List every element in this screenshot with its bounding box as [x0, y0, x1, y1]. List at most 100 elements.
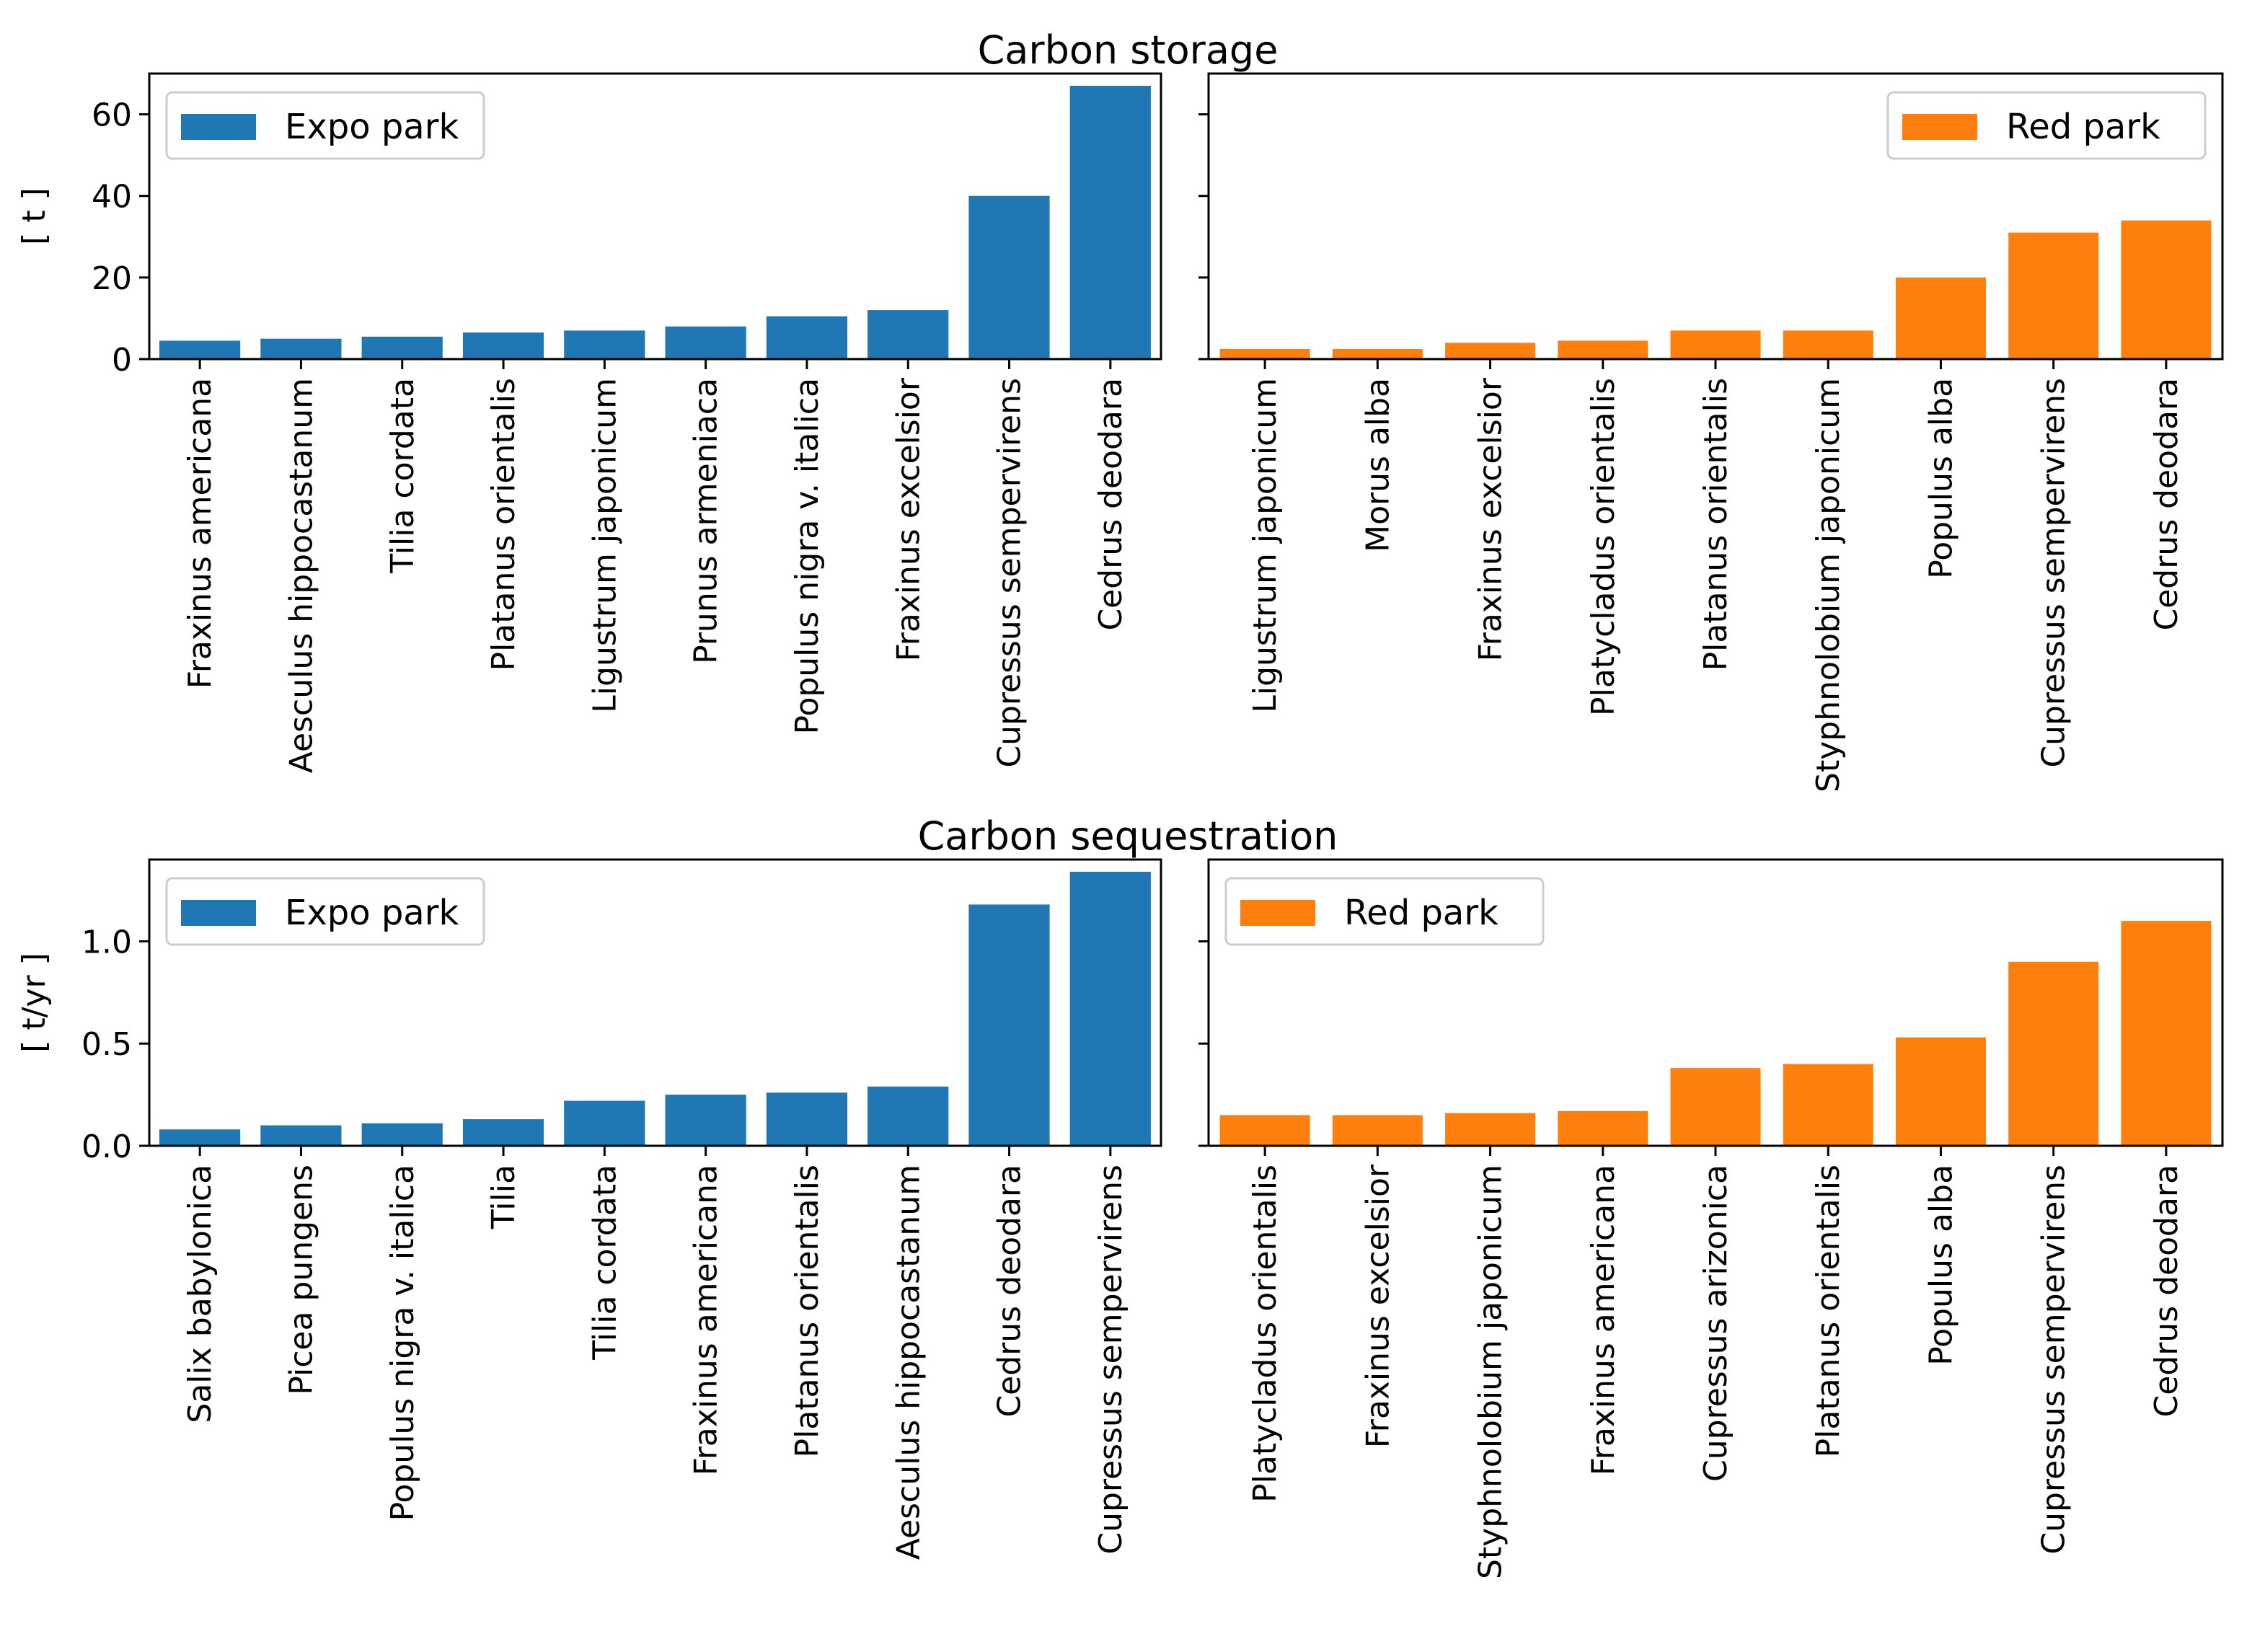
carbon-sequestration-title: Carbon sequestration [918, 813, 1338, 859]
bar-sequestration-expo-9 [968, 904, 1050, 1146]
bar-storage-expo-3 [361, 336, 443, 359]
xtick-label-storage-expo-4: Platanus orientalis [485, 378, 522, 671]
xtick-label-storage-expo-3: Tilia cordata [384, 378, 421, 574]
xtick-label-storage-expo-9: Cupressus sempervirens [992, 378, 1028, 768]
bar-storage-expo-1 [159, 340, 241, 359]
bar-sequestration-red-9 [2121, 921, 2212, 1146]
legend-box-sequestration-expo [165, 877, 485, 946]
xtick-label-storage-red-4: Platycladus orientalis [1585, 378, 1622, 716]
xtick-label-storage-red-3: Fraxinus excelsior [1473, 377, 1509, 661]
bar-storage-expo-4 [462, 332, 544, 359]
xtick-label-sequestration-expo-4: Tilia [485, 1165, 522, 1229]
legend-swatch-storage-expo [181, 114, 256, 140]
xtick-label-sequestration-expo-6: Fraxinus americana [688, 1165, 725, 1475]
bar-storage-expo-2 [260, 338, 342, 359]
ytick-label-storage-expo-3: 40 [92, 179, 132, 216]
ytick-label-sequestration-expo-3: 1.0 [81, 924, 132, 960]
bar-storage-expo-5 [564, 330, 645, 359]
ytick-label-storage-expo-4: 60 [92, 97, 132, 134]
xtick-label-storage-red-7: Populus alba [1922, 378, 1959, 579]
bar-sequestration-red-1 [1219, 1115, 1310, 1146]
xtick-label-sequestration-red-4: Fraxinus americana [1585, 1165, 1622, 1475]
legend-storage-expo: Expo park [165, 91, 485, 160]
bar-storage-red-6 [1783, 330, 1873, 359]
xtick-label-storage-red-8: Cupressus sempervirens [2036, 378, 2072, 768]
xtick-label-sequestration-expo-2: Picea pungens [283, 1165, 320, 1395]
xtick-label-sequestration-expo-10: Cupressus sempervirens [1092, 1165, 1129, 1555]
bar-sequestration-red-8 [2008, 961, 2099, 1146]
bar-sequestration-expo-7 [766, 1092, 847, 1146]
bar-sequestration-expo-10 [1069, 872, 1151, 1146]
axes-frame-storage-expo [148, 72, 1162, 361]
bar-storage-expo-9 [968, 195, 1050, 359]
bar-sequestration-red-5 [1670, 1068, 1761, 1146]
xtick-label-storage-expo-8: Fraxinus excelsior [890, 377, 927, 661]
ytick-label-storage-expo-1: 0 [112, 342, 132, 379]
legend-box-storage-expo [165, 91, 485, 160]
ytick-label-sequestration-expo-1: 0.0 [81, 1128, 132, 1165]
xtick-label-storage-red-5: Platanus orientalis [1697, 378, 1734, 671]
panel-storage-red: Ligustrum japonicum Morus alba Fraxinus ex… [1198, 72, 2224, 792]
panel-sequestration-red: Platycladus orientalis Fraxinus excelsior… [1198, 858, 2224, 1579]
legend-swatch-storage-red [1902, 114, 1977, 140]
bar-storage-red-3 [1445, 343, 1536, 359]
bar-sequestration-expo-3 [361, 1123, 443, 1146]
legend-box-sequestration-red [1224, 877, 1545, 946]
ytick-label-sequestration-expo-2: 0.5 [81, 1026, 132, 1063]
xtick-label-storage-red-9: Cedrus deodara [2148, 378, 2185, 630]
ylabel-sequestration-expo: [ t/yr ] [16, 953, 53, 1053]
xtick-label-storage-expo-1: Fraxinus americana [182, 378, 218, 689]
legend-storage-red: Red park [1886, 91, 2207, 160]
bar-storage-red-7 [1896, 277, 1986, 359]
xtick-label-sequestration-red-7: Populus alba [1922, 1165, 1959, 1366]
xtick-label-storage-red-6: Styphnolobium japonicum [1810, 378, 1847, 792]
carbon-storage-title: Carbon storage [978, 27, 1279, 73]
legend-label-storage-expo: Expo park [285, 107, 459, 147]
panels: 0 20 40 60 Fraxinus americana Aesculus hippoc… [16, 72, 2224, 1579]
ytick-label-storage-expo-2: 20 [92, 260, 132, 297]
bar-sequestration-expo-4 [462, 1119, 544, 1146]
xtick-label-sequestration-red-1: Platycladus orientalis [1247, 1165, 1284, 1503]
bar-sequestration-expo-1 [159, 1129, 241, 1146]
bar-storage-red-4 [1558, 340, 1648, 359]
legend-sequestration-expo: Expo park [165, 877, 485, 946]
xtick-label-sequestration-expo-8: Aesculus hippocastanum [890, 1165, 927, 1560]
legend-label-sequestration-expo: Expo park [285, 893, 459, 933]
xtick-label-storage-expo-2: Aesculus hippocastanum [283, 378, 320, 773]
bar-storage-expo-10 [1069, 86, 1151, 359]
legend-swatch-sequestration-red [1240, 900, 1315, 926]
xtick-label-storage-expo-6: Prunus armeniaca [688, 378, 725, 664]
bar-sequestration-red-3 [1445, 1113, 1536, 1146]
xtick-label-sequestration-red-6: Platanus orientalis [1810, 1165, 1847, 1457]
legend-box-storage-red [1886, 91, 2207, 160]
bar-sequestration-expo-8 [867, 1086, 949, 1146]
panel-sequestration-expo: 0.0 0.5 1.0 Salix babylonica Picea pungens Po… [16, 858, 1162, 1560]
legend-label-sequestration-red: Red park [1344, 893, 1498, 933]
bar-sequestration-expo-5 [564, 1100, 645, 1146]
bar-sequestration-red-7 [1896, 1037, 1986, 1146]
xtick-label-sequestration-expo-7: Platanus orientalis [789, 1165, 826, 1457]
xtick-label-sequestration-red-2: Fraxinus excelsior [1359, 1164, 1396, 1448]
bar-storage-expo-7 [766, 316, 847, 359]
xtick-label-sequestration-red-9: Cedrus deodara [2148, 1165, 2185, 1417]
xtick-label-sequestration-red-3: Styphnolobium japonicum [1473, 1165, 1509, 1579]
bar-sequestration-expo-6 [665, 1095, 746, 1146]
xtick-label-sequestration-red-5: Cupressus arizonica [1697, 1165, 1734, 1482]
bar-storage-red-5 [1670, 330, 1761, 359]
bar-storage-red-8 [2008, 232, 2099, 359]
legend-swatch-sequestration-expo [181, 900, 256, 926]
legend-label-storage-red: Red park [2006, 107, 2160, 147]
bar-sequestration-red-6 [1783, 1064, 1873, 1146]
bar-sequestration-red-2 [1332, 1115, 1423, 1146]
xtick-label-storage-expo-10: Cedrus deodara [1092, 378, 1129, 630]
bar-sequestration-expo-2 [260, 1125, 342, 1146]
xtick-label-sequestration-expo-1: Salix babylonica [182, 1165, 218, 1423]
axes-frame-sequestration-expo [148, 858, 1162, 1147]
bar-storage-red-1 [1219, 348, 1310, 359]
xtick-label-storage-expo-5: Ligustrum japonicum [586, 378, 623, 713]
legend-sequestration-red: Red park [1224, 877, 1545, 946]
xtick-label-sequestration-expo-5: Tilia cordata [586, 1165, 623, 1361]
xtick-label-storage-expo-7: Populus nigra v. italica [789, 378, 826, 734]
xtick-label-sequestration-expo-9: Cedrus deodara [992, 1165, 1028, 1417]
